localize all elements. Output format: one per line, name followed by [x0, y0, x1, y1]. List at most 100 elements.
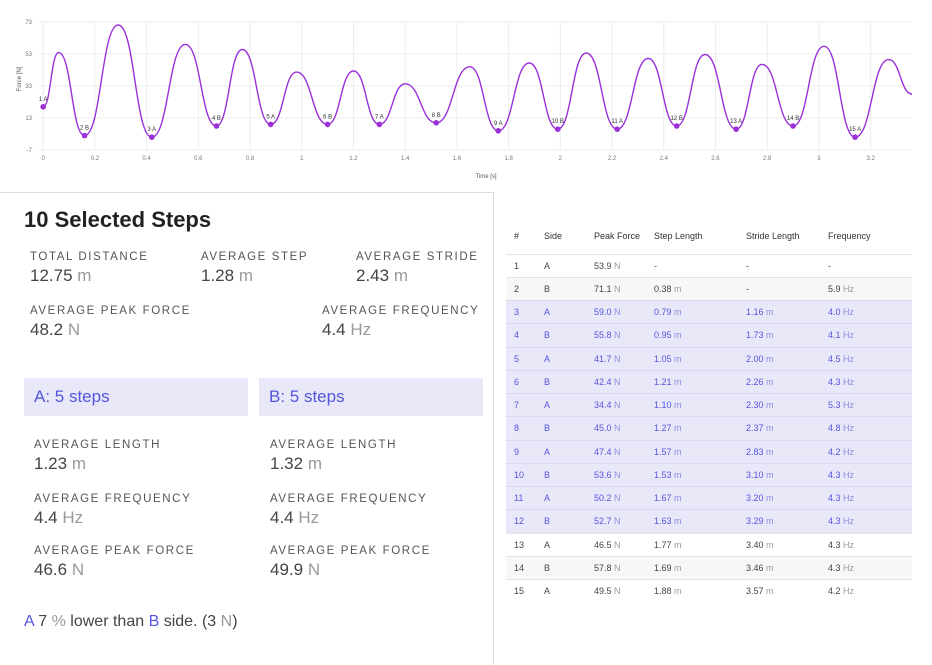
table-row[interactable]: 10 B 53.6 N 1.53 m 3.10 m 4.3 Hz — [506, 462, 912, 487]
row-peak-force-unit: N — [614, 493, 621, 504]
table-row[interactable]: 7 A 34.4 N 1.10 m 2.30 m 5.3 Hz — [506, 392, 912, 417]
side-b-frequency-stat: AVERAGE FREQUENCY 4.4 Hz — [270, 493, 427, 528]
row-stride-length: 2.00 m — [738, 346, 820, 371]
row-frequency: 4.5 Hz — [820, 346, 912, 371]
step-marker-dot[interactable] — [495, 128, 502, 134]
step-marker-dot[interactable] — [673, 123, 680, 129]
step-marker-label: 6 B — [323, 114, 332, 120]
row-number: 7 — [506, 392, 536, 417]
y-tick-label: 53 — [25, 52, 32, 58]
row-stride-length-unit: m — [766, 493, 774, 504]
step-marker-dot[interactable] — [376, 121, 383, 128]
row-step-length-value: 1.53 — [654, 469, 672, 480]
step-marker-dot[interactable] — [148, 134, 155, 140]
table-row[interactable]: 4 B 55.8 N 0.95 m 1.73 m 4.1 Hz — [506, 323, 912, 347]
side-b-header[interactable]: B: 5 steps — [259, 378, 483, 416]
row-number-value: 10 — [514, 469, 525, 480]
row-peak-force-unit: N — [614, 307, 621, 318]
step-marker-dot[interactable] — [40, 104, 46, 110]
row-step-length-value: 1.67 — [654, 493, 672, 504]
table-row[interactable]: 14 B 57.8 N 1.69 m 3.46 m 4.3 Hz — [506, 555, 912, 580]
row-frequency-unit: Hz — [843, 539, 855, 550]
step-marker-dot[interactable] — [790, 123, 796, 129]
side-a-header[interactable]: A: 5 steps — [24, 378, 248, 416]
row-peak-force-value: 71.1 — [594, 283, 612, 294]
step-marker-dot[interactable] — [433, 120, 440, 126]
chart-grid — [38, 21, 912, 151]
step-marker-dot[interactable] — [554, 126, 561, 132]
header-frequency[interactable]: Frequency — [828, 230, 871, 241]
row-frequency-unit: Hz — [843, 376, 855, 387]
table-row[interactable]: 9 A 47.4 N 1.57 m 2.83 m 4.2 Hz — [506, 439, 912, 464]
step-marker-dot[interactable] — [852, 134, 858, 140]
step-markers: 1 A 2 B 3 A 4 B 5 A 6 B 7 A 8 B 9 A 10 B 11 A 12 B 1… — [39, 97, 861, 140]
row-step-length: 1.57 m — [646, 439, 738, 464]
table-row[interactable]: 15 A 49.5 N 1.88 m 3.57 m 4.2 Hz — [506, 578, 912, 603]
table-row[interactable]: 3 A 59.0 N 0.79 m 1.16 m 4.0 Hz — [506, 299, 912, 324]
step-marker-dot[interactable] — [733, 126, 739, 132]
row-frequency-unit: Hz — [843, 469, 855, 480]
row-number: 4 — [506, 323, 536, 347]
row-peak-force-unit: N — [614, 283, 621, 294]
header-peak-force[interactable]: Peak Force — [594, 230, 641, 241]
x-tick-label: 1.4 — [401, 156, 410, 162]
header-step-length[interactable]: Step Length — [654, 230, 703, 241]
table-row[interactable]: 12 B 52.7 N 1.63 m 3.29 m 4.3 Hz — [506, 509, 912, 533]
force-chart[interactable]: -7 13 33 53 73 0 0.2 0.4 0.6 0.8 1 1.2 1.4 1.6 1.8 2 2.… — [0, 0, 932, 190]
y-tick-label: 33 — [25, 84, 32, 90]
row-step-length-value: 0.79 — [654, 307, 672, 318]
table-row[interactable]: 11 A 50.2 N 1.67 m 3.20 m 4.3 Hz — [506, 485, 912, 510]
side-b-peak-force-unit: N — [307, 560, 321, 579]
side-b-length-label: AVERAGE LENGTH — [270, 439, 397, 451]
row-peak-force: 34.4 N — [586, 392, 646, 417]
step-marker-dot[interactable] — [614, 126, 621, 132]
table-row[interactable]: 8 B 45.0 N 1.27 m 2.37 m 4.8 Hz — [506, 416, 912, 440]
row-frequency-unit: Hz — [843, 353, 855, 364]
table-row[interactable]: 13 A 46.5 N 1.77 m 3.40 m 4.3 Hz — [506, 532, 912, 557]
row-stride-length-value: 2.30 — [746, 400, 764, 411]
step-marker-dot[interactable] — [267, 121, 274, 128]
row-peak-force-unit: N — [614, 376, 621, 387]
side-b-frequency-label: AVERAGE FREQUENCY — [270, 493, 428, 505]
step-marker-dot[interactable] — [324, 121, 331, 128]
header-stride-length[interactable]: Stride Length — [746, 230, 800, 241]
comparison-diff-unit: N — [220, 613, 233, 630]
step-marker-dot[interactable] — [213, 123, 220, 129]
side-a-length-unit: m — [71, 454, 86, 473]
table-row[interactable]: 6 B 42.4 N 1.21 m 2.26 m 4.3 Hz — [506, 369, 912, 394]
row-frequency: 4.3 Hz — [820, 369, 912, 394]
row-step-length-value: 1.69 — [654, 562, 672, 573]
row-side: A — [536, 532, 586, 557]
row-peak-force-unit: N — [614, 260, 621, 271]
row-frequency-unit: Hz — [843, 562, 855, 573]
row-number-value: 2 — [514, 283, 520, 294]
x-axis-label: Time [s] — [475, 174, 496, 180]
row-peak-force: 53.6 N — [586, 462, 646, 487]
comparison-side: A — [24, 613, 34, 630]
row-peak-force-unit: N — [614, 516, 621, 527]
row-peak-force: 52.7 N — [586, 509, 646, 533]
table-row[interactable]: 1 A 53.9 N--- — [506, 253, 912, 278]
row-step-length: 0.38 m — [646, 276, 738, 301]
table-row[interactable]: 2 B 71.1 N 0.38 m -5.9 Hz — [506, 276, 912, 301]
row-side: B — [536, 416, 586, 440]
row-side-value: B — [544, 376, 551, 387]
row-frequency: - — [820, 253, 912, 278]
average-stride-stat: AVERAGE STRIDE 2.43 m — [356, 251, 479, 286]
row-side: A — [536, 392, 586, 417]
table-row[interactable]: 5 A 41.7 N 1.05 m 2.00 m 4.5 Hz — [506, 346, 912, 371]
x-axis-ticks: 0 0.2 0.4 0.6 0.8 1 1.2 1.4 1.6 1.8 2 2.2 2.4 2.6 2.8 3… — [41, 156, 875, 162]
row-frequency-value: 4.2 — [828, 586, 841, 597]
row-peak-force: 49.5 N — [586, 578, 646, 603]
row-step-length-value: 1.27 — [654, 423, 672, 434]
row-side: A — [536, 299, 586, 324]
row-step-length-unit: m — [674, 283, 682, 294]
row-frequency-unit: Hz — [843, 446, 855, 457]
step-marker-dot[interactable] — [81, 132, 88, 139]
header-number[interactable]: # — [514, 230, 520, 241]
row-side-value: B — [544, 423, 551, 434]
header-side[interactable]: Side — [544, 230, 563, 241]
row-peak-force: 42.4 N — [586, 369, 646, 394]
row-side-value: A — [544, 493, 551, 504]
x-tick-label: 2.2 — [608, 156, 617, 162]
